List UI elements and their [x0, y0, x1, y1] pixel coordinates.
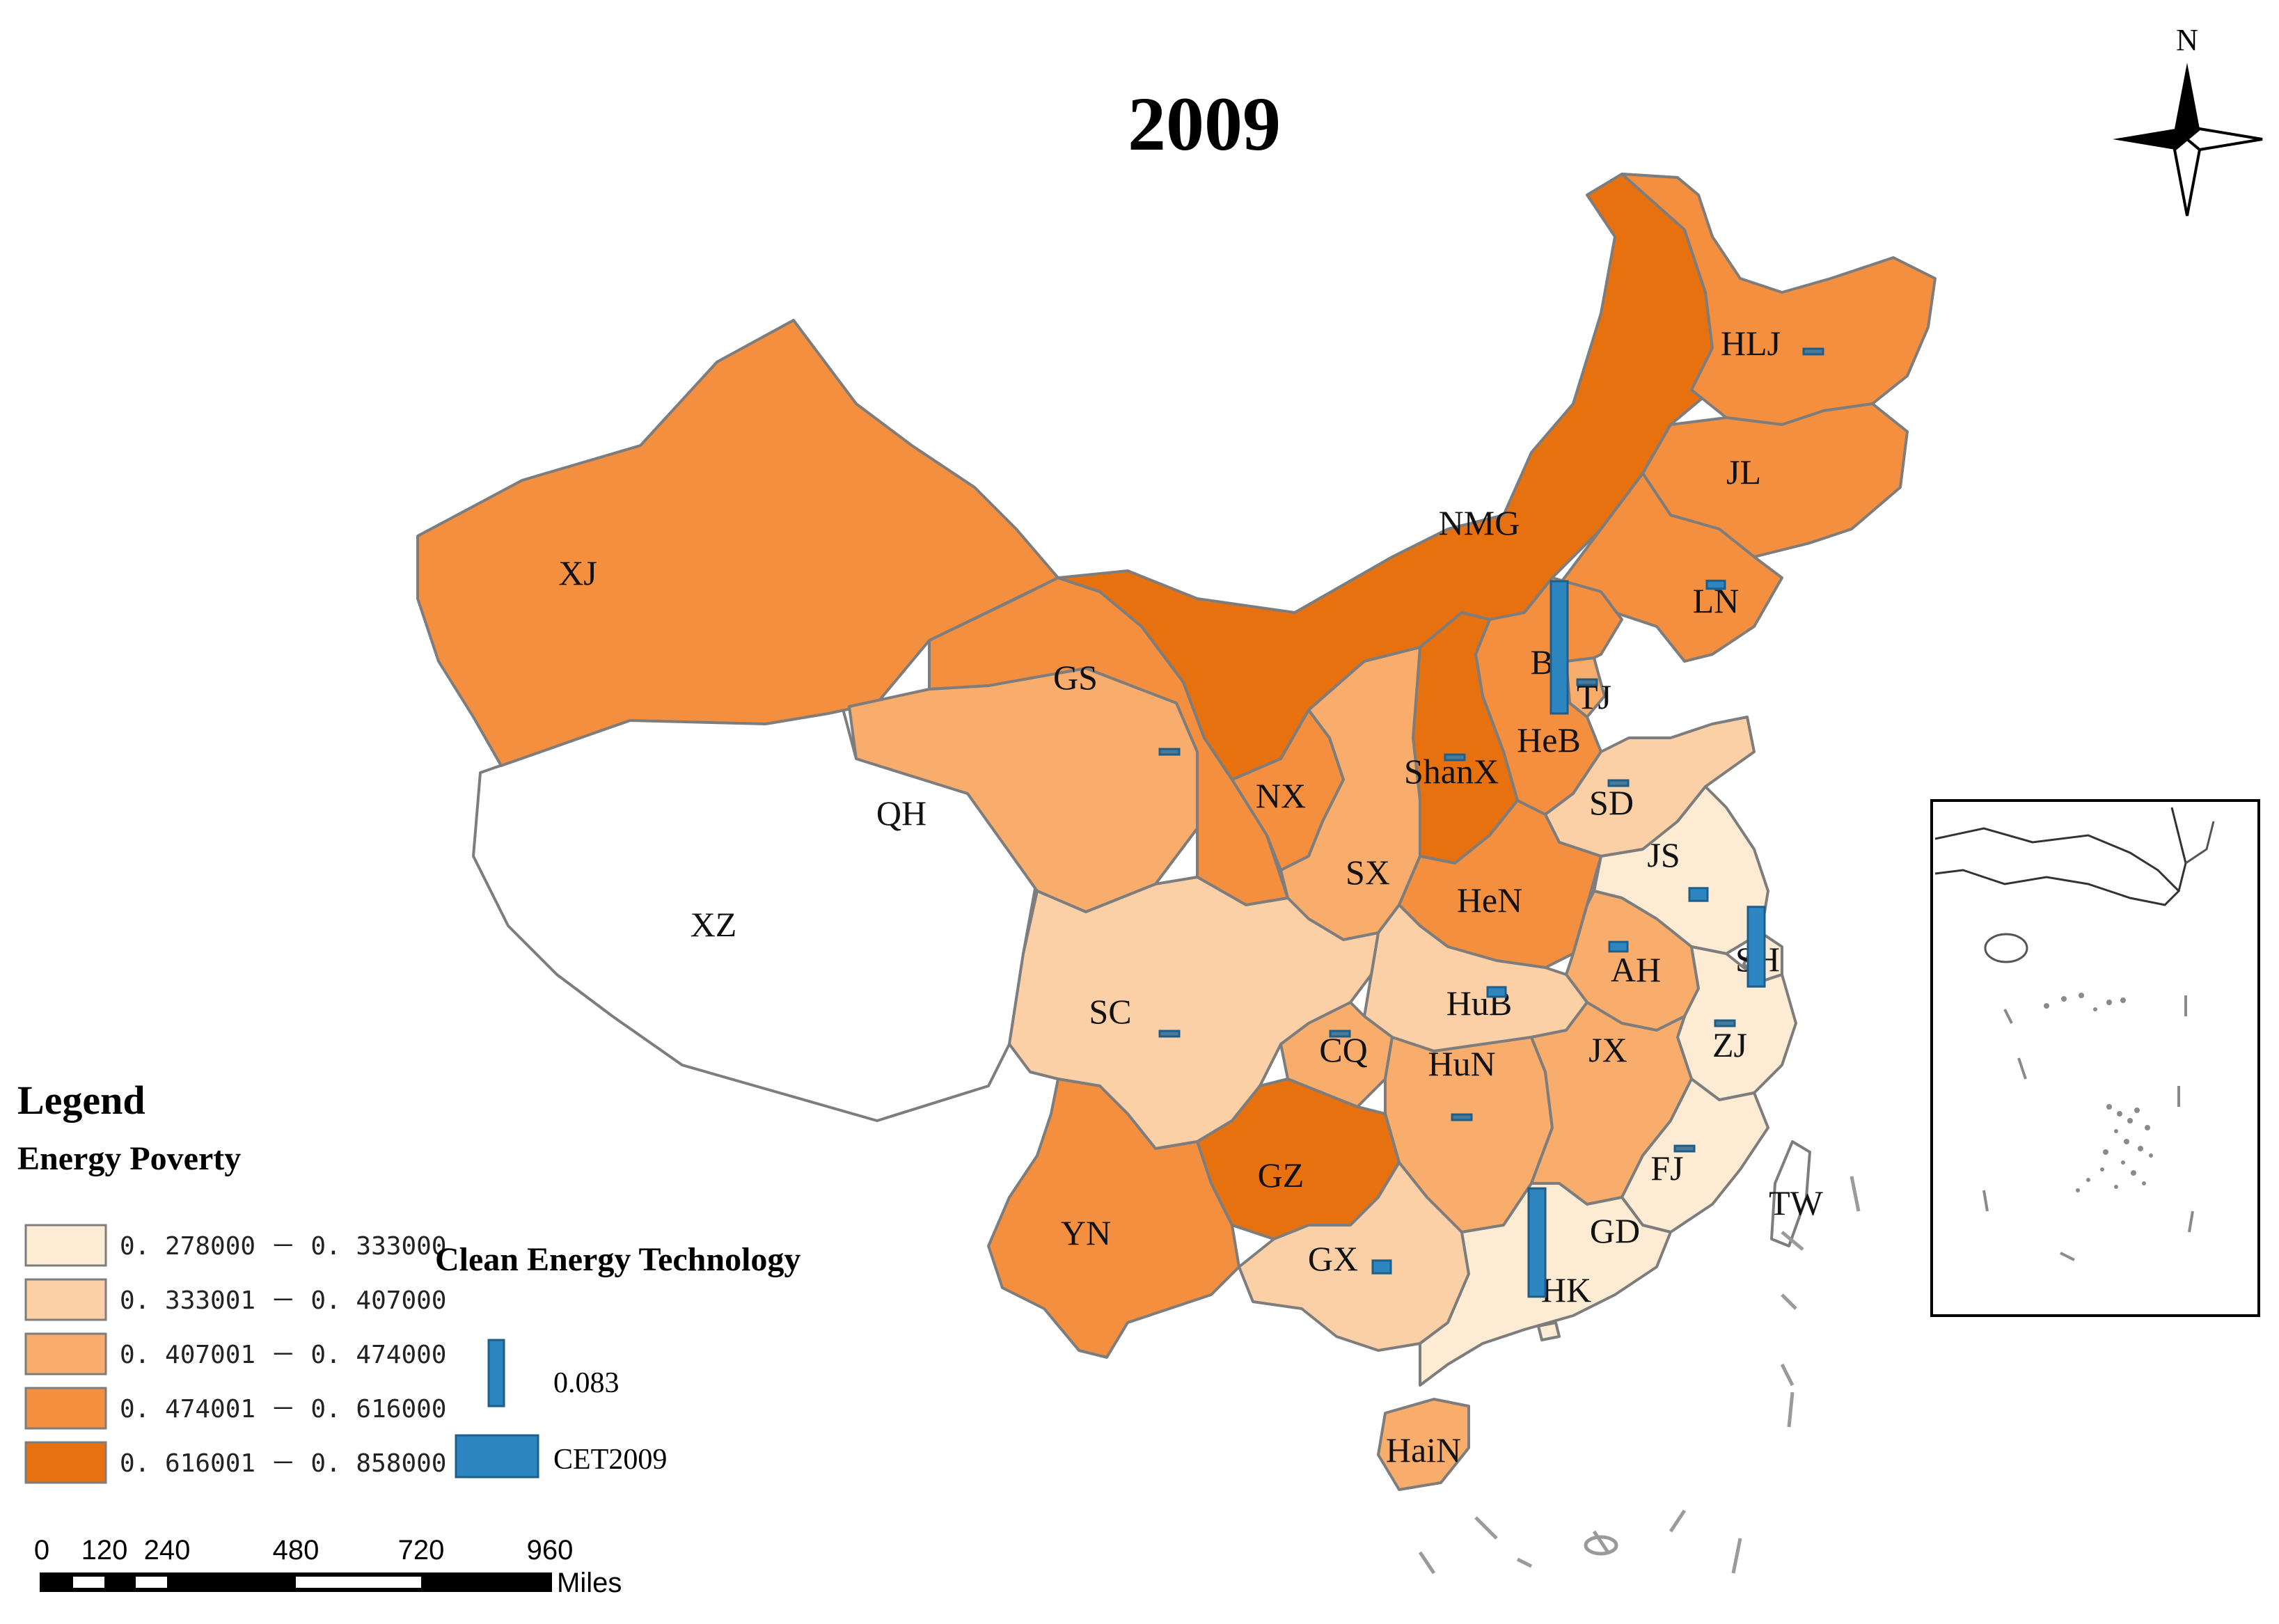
cet-bar-GD [1527, 1187, 1547, 1298]
cet-bar-ShanX [1444, 753, 1466, 762]
legend-range-label-4: 0. 474001 － 0. 616000 [120, 1395, 446, 1424]
province-FJ [1620, 1078, 1769, 1233]
province-label-GD: GD [1590, 1211, 1640, 1250]
legend: Legend Energy Poverty 0. 278000 － 0. 333… [17, 1078, 446, 1484]
province-TW [1770, 1140, 1811, 1247]
north-arrow-icon: N [2113, 23, 2263, 216]
province-labels: XJXZQHGSNMGHLJJLLNBJTJHeBShanXNXSXSDHeNJ… [558, 324, 1823, 1469]
cet-bar-SH [1746, 906, 1766, 988]
scale-tick-720: 720 [398, 1535, 445, 1566]
cet-bar-JS [1688, 887, 1709, 902]
province-label-FJ: FJ [1650, 1149, 1683, 1188]
legend-range-label-3: 0. 407001 － 0. 474000 [120, 1341, 446, 1369]
scale-bar: 0 120 240 480 720 960 Miles [34, 1535, 622, 1598]
cet-bar-ZJ [1714, 1019, 1736, 1027]
legend-range-label-1: 0. 278000 － 0. 333000 [120, 1232, 446, 1261]
cet-bar-SC [1158, 1030, 1181, 1038]
province-label-HuN: HuN [1428, 1044, 1495, 1083]
cet-legend-bar [487, 1339, 505, 1408]
province-label-TW: TW [1769, 1183, 1824, 1222]
cet-legend-title: Clean Energy Technology [435, 1241, 801, 1278]
cet-bar-LN [1705, 579, 1726, 590]
province-layer [416, 173, 1937, 1491]
map-title: 2009 [1128, 81, 1281, 166]
province-label-JX: JX [1588, 1030, 1627, 1069]
scale-unit: Miles [557, 1568, 622, 1598]
cet-bar-GX [1371, 1259, 1392, 1275]
province-label-GX: GX [1308, 1239, 1358, 1278]
cet-bar-GS [1158, 748, 1181, 756]
province-label-SX: SX [1346, 853, 1390, 892]
inset-islands [2044, 993, 2153, 1192]
province-label-JL: JL [1726, 452, 1761, 491]
province-label-SC: SC [1089, 992, 1131, 1031]
cet-bar-CQ [1329, 1030, 1351, 1038]
legend-range-label-2: 0. 333001 － 0. 407000 [120, 1286, 446, 1315]
province-label-HaiN: HaiN [1386, 1430, 1461, 1469]
cet-series-swatch [455, 1434, 539, 1479]
province-label-HeN: HeN [1457, 881, 1522, 920]
cet-bar-SD [1607, 779, 1630, 787]
north-label: N [2176, 23, 2198, 57]
cet-bars [1158, 347, 1824, 1298]
cet-bar-AH [1608, 940, 1629, 953]
cet-legend: Clean Energy Technology 0.083 CET2009 [435, 1241, 801, 1479]
cet-bar-HuB [1486, 986, 1507, 998]
legend-range-label-5: 0. 616001 － 0. 858000 [120, 1449, 446, 1478]
province-label-NX: NX [1256, 776, 1306, 815]
legend-swatch-1 [24, 1224, 107, 1267]
cet-bar-TJ [1576, 678, 1598, 686]
province-HK [1537, 1321, 1561, 1341]
province-label-AH: AH [1611, 950, 1661, 989]
province-label-HLJ: HLJ [1721, 324, 1781, 363]
legend-swatch-4 [24, 1387, 107, 1430]
cet-bar-NMG [1549, 580, 1569, 715]
province-HLJ [1620, 173, 1937, 426]
legend-swatch-3 [24, 1332, 107, 1375]
province-label-XJ: XJ [558, 553, 597, 592]
cet-bar-HuN [1451, 1113, 1473, 1121]
province-YN [987, 1078, 1240, 1359]
scale-tick-120: 120 [81, 1535, 128, 1566]
province-label-QH: QH [876, 794, 926, 833]
scale-ticks: 0 120 240 480 720 960 [34, 1535, 574, 1566]
legend-swatch-2 [24, 1278, 107, 1321]
province-label-XZ: XZ [691, 905, 737, 944]
province-label-SD: SD [1589, 783, 1634, 822]
scale-tick-480: 480 [273, 1535, 320, 1566]
province-HaiN [1377, 1398, 1470, 1491]
cet-bar-FJ [1673, 1144, 1696, 1153]
province-label-HeB: HeB [1517, 720, 1581, 759]
province-label-GZ: GZ [1258, 1156, 1304, 1195]
cet-value-label: 0.083 [553, 1367, 620, 1399]
legend-classes: 0. 278000 － 0. 333000 0. 333001 － 0. 4070… [24, 1224, 446, 1484]
legend-title: Legend [17, 1078, 145, 1123]
scale-tick-0: 0 [34, 1535, 49, 1566]
province-label-GS: GS [1053, 658, 1098, 697]
inset-map [1930, 799, 2260, 1317]
cet-series-label: CET2009 [553, 1444, 667, 1476]
province-XZ [472, 705, 1039, 1122]
province-label-ZJ: ZJ [1712, 1025, 1747, 1064]
province-label-JS: JS [1647, 835, 1680, 874]
scale-tick-960: 960 [527, 1535, 574, 1566]
legend-swatch-5 [24, 1441, 107, 1484]
cet-bar-HLJ [1802, 347, 1824, 356]
island-dashes [1418, 1176, 1861, 1575]
province-label-NMG: NMG [1439, 503, 1520, 542]
energy-poverty-title: Energy Poverty [17, 1140, 241, 1177]
province-label-YN: YN [1061, 1213, 1111, 1252]
scale-tick-240: 240 [144, 1535, 191, 1566]
province-label-HK: HK [1541, 1270, 1591, 1309]
